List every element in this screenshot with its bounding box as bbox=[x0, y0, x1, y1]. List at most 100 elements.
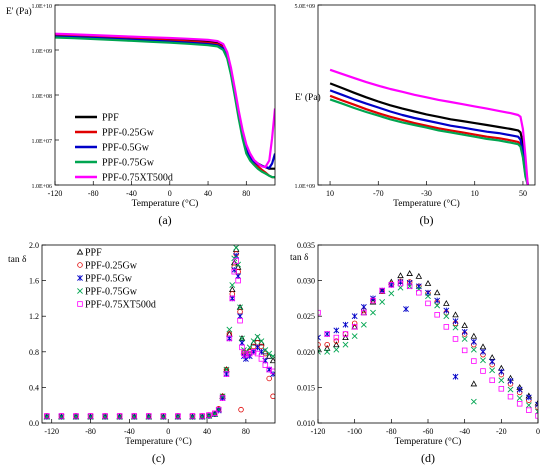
data-point bbox=[102, 413, 108, 419]
series-3 bbox=[318, 283, 538, 415]
y-tick-label: 1.6 bbox=[29, 277, 39, 286]
panel-a: -120 -80 -40 0 40 80 1.0E+06 1.0E+07 1.0E+08 1.0E… bbox=[6, 4, 276, 227]
data-point bbox=[397, 272, 404, 279]
y-tick-label: 1.0E+06 bbox=[31, 184, 52, 190]
data-point bbox=[73, 413, 79, 419]
data-point bbox=[342, 331, 349, 337]
data-point bbox=[516, 395, 523, 401]
data-point bbox=[480, 368, 486, 374]
x-tick-label: 0 bbox=[166, 427, 170, 436]
data-point bbox=[403, 306, 409, 312]
x-tick-label: -60 bbox=[423, 427, 434, 436]
data-point bbox=[360, 321, 367, 328]
y-tick-label: 1.2 bbox=[29, 312, 39, 321]
data-point bbox=[229, 286, 236, 292]
data-point bbox=[434, 312, 440, 318]
data-point bbox=[333, 338, 340, 344]
data-point bbox=[235, 261, 242, 268]
y-axis-label: tan δ bbox=[290, 253, 309, 263]
data-point bbox=[498, 377, 505, 384]
data-point bbox=[388, 282, 395, 288]
data-point bbox=[406, 283, 413, 290]
data-point bbox=[239, 344, 245, 351]
data-point bbox=[379, 287, 385, 294]
data-point bbox=[416, 289, 422, 296]
data-point bbox=[258, 356, 265, 362]
data-point bbox=[266, 350, 273, 357]
data-point bbox=[269, 357, 275, 364]
data-point bbox=[443, 307, 450, 314]
legend-marker bbox=[76, 248, 84, 255]
series-0 bbox=[329, 82, 529, 185]
data-point bbox=[461, 328, 468, 335]
x-tick-label: 40 bbox=[204, 189, 212, 198]
data-point bbox=[254, 350, 261, 357]
x-tick-label: -70 bbox=[373, 189, 384, 198]
legend-label: PPF-0.75XT500d bbox=[85, 300, 156, 311]
data-point bbox=[239, 335, 245, 342]
panel-caption: (b) bbox=[420, 213, 434, 227]
data-point bbox=[333, 334, 340, 341]
x-tick-label: -20 bbox=[496, 427, 507, 436]
data-point bbox=[516, 386, 523, 393]
data-point bbox=[388, 281, 395, 288]
y-tick-label: 1.0E+09 bbox=[31, 49, 52, 55]
plot-frame bbox=[317, 4, 536, 186]
data-point bbox=[237, 317, 243, 324]
data-point bbox=[131, 413, 137, 419]
legend: PPF PPF-0.25Gw PPF-0.5Gw PPF-0.75Gw PPF-0.75… bbox=[75, 113, 173, 184]
y-tick-label: 1.0E+09 bbox=[294, 184, 315, 190]
y-tick-label: 0.035 bbox=[297, 241, 315, 250]
x-axis-label: Temperature (°C) bbox=[125, 436, 192, 447]
legend-marker bbox=[77, 262, 83, 268]
series-3 bbox=[43, 245, 275, 420]
data-point bbox=[44, 413, 50, 419]
legend-label: PPF-0.25Gw bbox=[102, 128, 155, 139]
y-axis-label: tan δ bbox=[8, 255, 27, 265]
data-point bbox=[223, 371, 230, 377]
data-point bbox=[219, 395, 226, 401]
data-point bbox=[360, 304, 367, 310]
data-point bbox=[318, 348, 321, 355]
series-0 bbox=[318, 270, 538, 406]
data-point bbox=[406, 283, 413, 290]
data-point bbox=[507, 393, 514, 400]
data-point bbox=[237, 304, 243, 311]
data-point bbox=[250, 343, 257, 350]
data-point bbox=[265, 352, 273, 359]
data-point bbox=[489, 377, 495, 384]
y-tick-label: 0.0 bbox=[29, 419, 39, 428]
panel-caption: (a) bbox=[158, 213, 171, 227]
legend-label: PPF-0.5Gw bbox=[102, 143, 150, 154]
data-point bbox=[258, 343, 265, 350]
data-point bbox=[212, 410, 218, 416]
y-tick-label: 1.0E+08 bbox=[31, 94, 52, 100]
x-tick-label: -100 bbox=[347, 427, 362, 436]
x-tick-label: -80 bbox=[88, 189, 99, 198]
y-tick-label: 5.0E+09 bbox=[294, 4, 315, 10]
series-line-3 bbox=[329, 98, 529, 185]
series-4 bbox=[55, 32, 275, 169]
y-axis-label: E' (Pa) bbox=[6, 6, 32, 17]
data-point bbox=[323, 344, 331, 351]
data-point bbox=[219, 393, 226, 400]
data-point bbox=[443, 313, 450, 320]
data-point bbox=[406, 270, 413, 276]
data-point bbox=[480, 357, 486, 364]
series-0 bbox=[55, 33, 275, 170]
panel-caption: (d) bbox=[421, 451, 435, 465]
x-tick-label: -40 bbox=[126, 189, 137, 198]
legend-label: PPF-0.75Gw bbox=[85, 287, 138, 298]
data-point bbox=[199, 413, 205, 419]
data-point bbox=[507, 378, 514, 384]
x-axis-label: Temperature (°C) bbox=[393, 198, 460, 209]
data-point bbox=[342, 334, 349, 341]
series-2 bbox=[329, 89, 529, 185]
series-1 bbox=[318, 278, 538, 411]
data-point bbox=[498, 368, 505, 375]
x-tick-label: 10 bbox=[471, 189, 479, 198]
data-point bbox=[233, 258, 239, 264]
data-point bbox=[379, 287, 386, 294]
y-tick-label: 0.010 bbox=[297, 419, 315, 428]
data-point bbox=[324, 331, 331, 337]
